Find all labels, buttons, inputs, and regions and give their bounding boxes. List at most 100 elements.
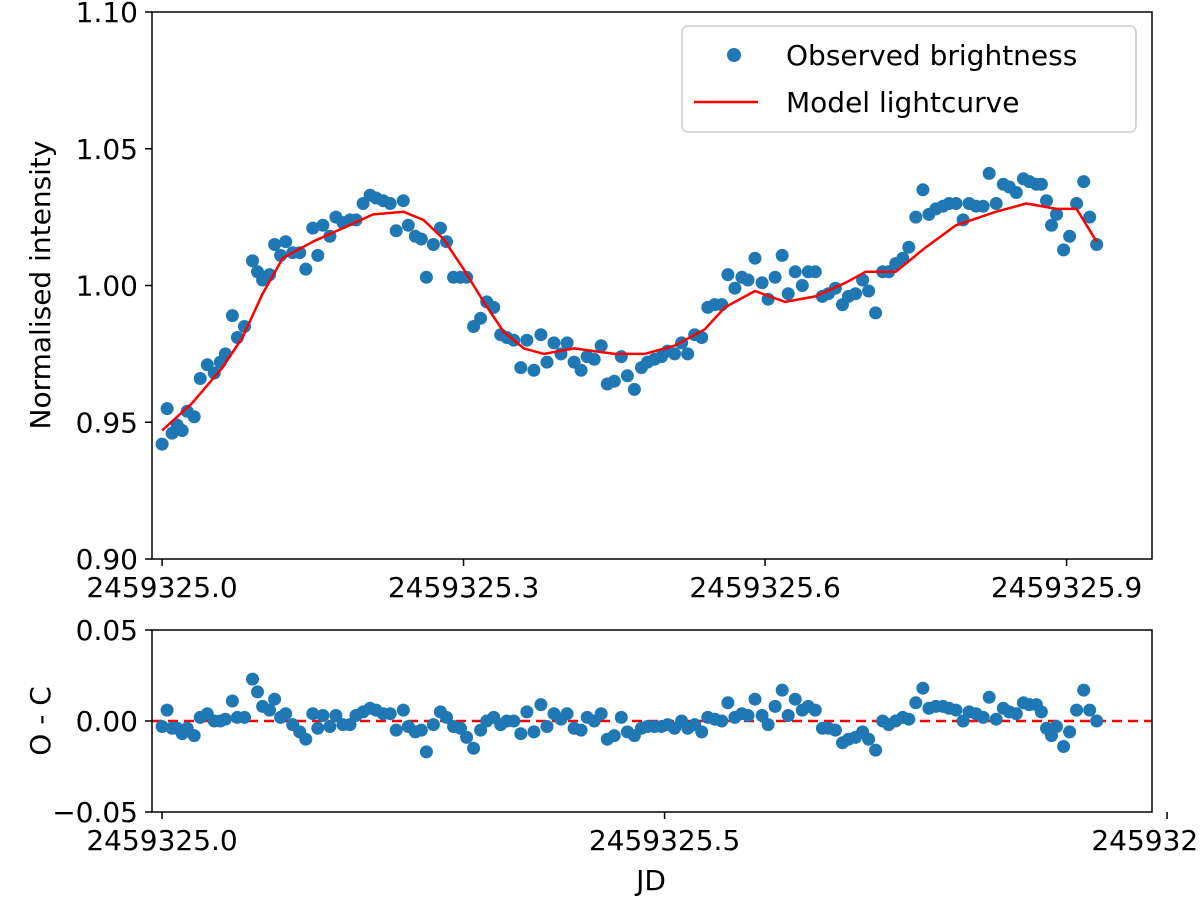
top-data-point: [1063, 229, 1077, 243]
top-data-point: [419, 270, 433, 284]
top-data-point: [299, 262, 313, 276]
bottom-data-point: [160, 703, 174, 717]
top-data-point: [721, 268, 735, 282]
bottom-data-point: [299, 732, 313, 746]
top-y-tick-label: 1.10: [76, 0, 138, 29]
top-data-point: [741, 273, 755, 287]
top-data-point: [775, 248, 789, 262]
bottom-data-point: [454, 721, 467, 735]
bottom-data-point: [426, 718, 440, 732]
top-data-point: [279, 235, 293, 249]
top-markers: [155, 166, 1104, 451]
bottom-y-tick-label: 0.00: [76, 705, 138, 738]
top-data-point: [414, 232, 428, 246]
bottom-data-point: [869, 743, 883, 757]
bottom-y-tick-label: 0.05: [76, 614, 138, 647]
bottom-data-point: [396, 703, 410, 717]
bottom-data-point: [440, 710, 453, 724]
top-data-point: [1077, 175, 1091, 189]
bottom-data-point: [560, 707, 574, 721]
bottom-data-point: [748, 692, 762, 706]
top-data-point: [989, 197, 1003, 210]
top-data-point: [1034, 177, 1048, 191]
top-data-point: [949, 197, 963, 210]
top-x-tick-label: 2459325.6: [689, 571, 840, 604]
top-data-point: [175, 424, 189, 437]
bottom-data-point: [1077, 683, 1091, 697]
bottom-data-point: [520, 705, 534, 719]
bottom-data-point: [614, 710, 628, 724]
top-data-point: [808, 265, 822, 279]
top-data-point: [389, 224, 403, 238]
bottom-data-point: [534, 698, 548, 712]
top-data-point: [728, 281, 742, 295]
bottom-markers: [152, 672, 1152, 759]
top-data-point: [755, 276, 769, 290]
top-data-point: [1083, 210, 1097, 224]
bottom-data-point: [419, 745, 433, 759]
bottom-data-point: [414, 723, 428, 737]
bottom-data-point: [909, 696, 923, 710]
top-data-point: [225, 309, 239, 323]
top-data-point: [540, 355, 554, 369]
bottom-data-point: [949, 703, 963, 717]
top-data-point: [795, 279, 809, 292]
top-data-point: [768, 270, 782, 284]
bottom-data-point: [976, 710, 990, 724]
bottom-data-point: [263, 703, 277, 717]
bottom-data-point: [715, 714, 729, 728]
bottom-x-axis-label: JD: [634, 864, 666, 897]
top-data-point: [856, 273, 870, 287]
bottom-data-point: [507, 714, 521, 728]
top-data-point: [193, 372, 207, 385]
bottom-y-tick-label: −0.05: [52, 796, 138, 829]
top-data-point: [902, 240, 916, 254]
bottom-data-point: [329, 709, 343, 722]
bottom-x-tick-label: 2459325.0: [86, 824, 237, 857]
bottom-data-point: [828, 723, 842, 737]
bottom-data-point: [761, 718, 775, 732]
bottom-data-point: [225, 694, 239, 708]
top-data-point: [246, 254, 259, 268]
bottom-data-point: [775, 683, 789, 697]
bottom-data-point: [540, 720, 554, 733]
bottom-data-point: [768, 699, 782, 713]
top-data-point: [748, 251, 762, 265]
top-data-point: [268, 238, 282, 251]
bottom-data-point: [916, 681, 930, 695]
bottom-data-point: [1050, 720, 1063, 733]
top-data-point: [187, 410, 201, 424]
bottom-data-point: [527, 725, 541, 739]
top-data-point: [916, 183, 930, 197]
top-data-point: [668, 347, 682, 361]
bottom-x-tick-label: 2459326.0: [1091, 824, 1200, 857]
bottom-data-point: [1090, 714, 1104, 728]
top-data-point: [1050, 207, 1063, 221]
top-x-tick-label: 2459325.9: [991, 571, 1142, 604]
top-y-axis-label: Normalised intensity: [24, 141, 57, 430]
top-data-point: [396, 194, 410, 208]
top-data-point: [474, 311, 488, 325]
top-data-point: [520, 333, 534, 347]
top-data-point: [909, 210, 923, 224]
bottom-data-point: [467, 741, 481, 755]
top-data-point: [781, 287, 795, 301]
top-data-point: [587, 352, 601, 366]
bottom-data-point: [311, 721, 325, 735]
bottom-data-point: [279, 707, 293, 721]
bottom-data-point: [474, 723, 488, 737]
top-data-point: [401, 218, 415, 232]
top-data-point: [594, 339, 608, 353]
top-data-point: [1040, 194, 1053, 208]
bottom-data-point: [781, 709, 795, 722]
top-data-point: [869, 306, 883, 320]
top-data-point: [1045, 218, 1058, 232]
legend-box: [681, 25, 1137, 133]
bottom-data-point: [268, 692, 282, 706]
bottom-data-point: [316, 709, 330, 722]
bottom-data-point: [1057, 740, 1071, 753]
bottom-data-point: [306, 707, 320, 721]
bottom-data-point: [238, 710, 251, 724]
bottom-data-point: [902, 712, 916, 726]
